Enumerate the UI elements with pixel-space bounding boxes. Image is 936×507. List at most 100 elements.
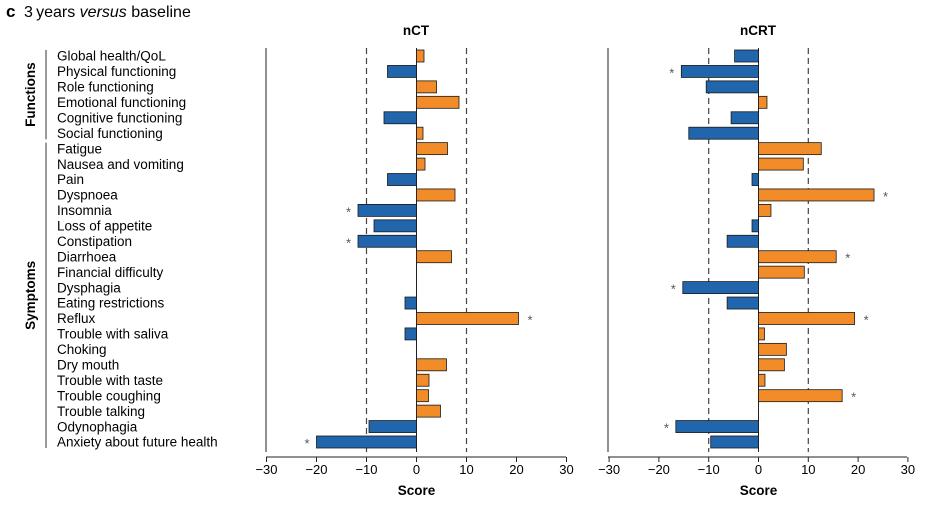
significance-marker: * [528, 312, 533, 327]
bar [416, 157, 426, 171]
bar [416, 80, 437, 94]
row-label: Eating restrictions [57, 296, 165, 311]
row-label: Pain [57, 172, 84, 187]
x-axis-label: Score [398, 483, 436, 498]
x-tick-label: −10 [698, 462, 720, 477]
bar [316, 435, 417, 449]
bar [751, 219, 759, 233]
row-label: Trouble coughing [57, 388, 161, 403]
row-label: Diarrhoea [57, 249, 117, 264]
bar [387, 173, 417, 186]
significance-marker: * [851, 390, 856, 405]
bar [758, 188, 875, 202]
x-tick-label: −10 [355, 462, 377, 477]
significance-marker: * [669, 65, 674, 80]
bar [416, 404, 441, 418]
bar [730, 111, 759, 125]
bar [705, 80, 759, 94]
x-tick-label: 10 [801, 462, 815, 477]
bar [416, 49, 425, 63]
x-tick-label: 30 [559, 462, 573, 477]
x-tick-label: −30 [598, 462, 620, 477]
chart-title: nCRT [740, 23, 777, 38]
row-label: Reflux [57, 311, 96, 326]
x-tick-label: 0 [755, 462, 762, 477]
x-tick-label: 20 [851, 462, 865, 477]
bar [383, 111, 417, 125]
row-label: Anxiety about future health [57, 435, 218, 450]
group-brackets: Functions Symptoms [23, 50, 47, 448]
row-label: Dry mouth [57, 358, 119, 373]
panel-letter: c [6, 2, 15, 21]
bar [416, 389, 429, 403]
row-label: Social functioning [57, 126, 163, 141]
bar [758, 358, 785, 372]
significance-marker: * [671, 282, 676, 297]
significance-marker: * [883, 189, 888, 204]
bar [734, 49, 759, 63]
bar [416, 188, 456, 202]
bar [726, 296, 759, 310]
bar [758, 342, 787, 356]
significance-marker: * [346, 235, 351, 250]
bar [416, 250, 452, 264]
bar [404, 296, 417, 310]
significance-marker: * [664, 421, 669, 436]
bar [357, 234, 417, 248]
bar [758, 250, 837, 264]
x-tick-label: −30 [255, 462, 277, 477]
bar [688, 126, 759, 140]
bar [758, 142, 822, 156]
x-tick-label: −20 [305, 462, 327, 477]
bar [416, 312, 519, 325]
row-label: Odynophagia [57, 419, 138, 434]
bar [758, 373, 766, 387]
x-tick-label: 10 [459, 462, 473, 477]
bar [387, 65, 417, 78]
chart-title: nCT [403, 23, 430, 38]
bar [758, 157, 804, 171]
x-tick-label: 20 [509, 462, 523, 477]
row-label: Global health/QoL [57, 49, 166, 64]
bar [373, 219, 417, 233]
row-label: Trouble with taste [57, 373, 163, 388]
bar [416, 95, 460, 109]
significance-marker: * [305, 436, 310, 451]
row-label: Physical functioning [57, 64, 176, 79]
row-label: Insomnia [57, 203, 112, 218]
row-label: Loss of appetite [57, 219, 152, 234]
significance-marker: * [845, 251, 850, 266]
row-label: Trouble with saliva [57, 327, 169, 342]
row-label: Emotional functioning [57, 95, 186, 110]
bar [758, 327, 765, 341]
bar [682, 281, 759, 295]
bar [751, 173, 759, 186]
x-axis-label: Score [740, 483, 778, 498]
row-label: Fatigue [57, 141, 102, 156]
bar [758, 265, 805, 279]
bar [726, 234, 759, 248]
x-tick-label: −20 [648, 462, 670, 477]
row-label: Cognitive functioning [57, 110, 182, 125]
chart-ncrt: nCRT * * * * * * * −30 −20 −10 0 10 20 30 Score [598, 23, 915, 498]
bar [758, 203, 772, 217]
bar [675, 420, 759, 433]
bar [404, 327, 417, 341]
row-label: Choking [57, 342, 107, 357]
bar [416, 142, 448, 156]
bar [368, 420, 417, 433]
row-label: Trouble talking [57, 404, 145, 419]
row-label: Dysphagia [57, 280, 121, 295]
x-tick-label: 0 [413, 462, 420, 477]
bar [680, 65, 759, 78]
bar [416, 373, 430, 387]
significance-marker: * [864, 312, 869, 327]
bar [710, 435, 759, 449]
bar [758, 95, 768, 109]
chart-nct: nCT * * * * −30 −20 −10 0 10 20 30 Score [255, 23, 573, 498]
bar [416, 358, 447, 372]
panel-title: 3 years versus baseline [24, 4, 191, 21]
x-tick-label: 30 [901, 462, 915, 477]
